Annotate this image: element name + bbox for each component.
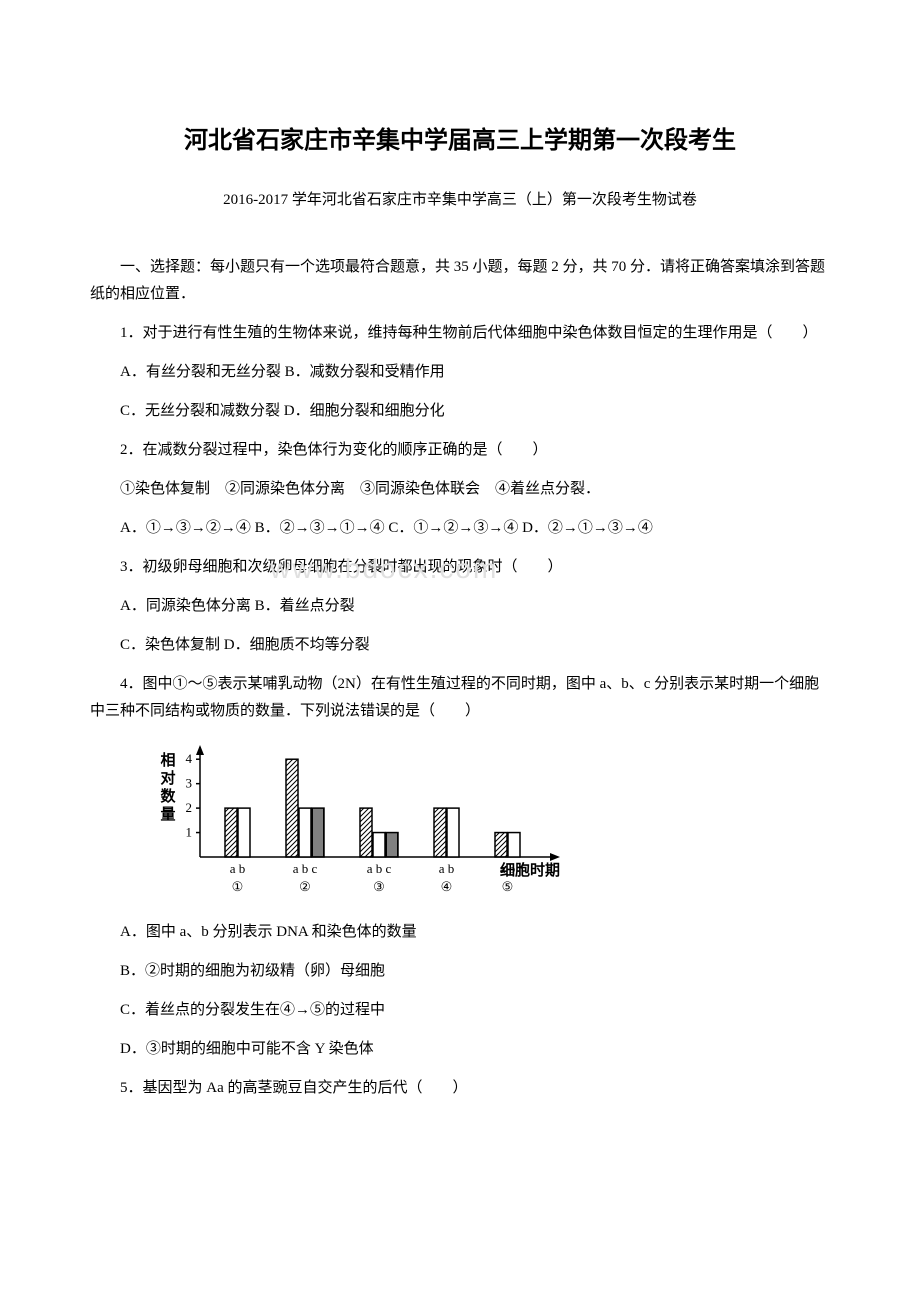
svg-text:③: ③ — [373, 879, 385, 894]
svg-text:⑤: ⑤ — [502, 879, 514, 894]
q4-chart: 1234相对数量a b①a b c②a b c③a b④a b⑤细胞时期 — [150, 737, 830, 907]
page-title: 河北省石家庄市辛集中学届高三上学期第一次段考生 — [90, 120, 830, 163]
q1-opts-cd: C．无丝分裂和减数分裂 D．细胞分裂和细胞分化 — [90, 398, 830, 425]
q2-text: 2．在减数分裂过程中，染色体行为变化的顺序正确的是（ ） — [90, 437, 830, 464]
q3-opts-cd: C．染色体复制 D．细胞质不均等分裂 — [90, 632, 830, 659]
svg-text:对: 对 — [160, 769, 175, 787]
q5-text: 5．基因型为 Aa 的高茎豌豆自交产生的后代（ ） — [90, 1075, 830, 1102]
q4-opt-b: B．②时期的细胞为初级精（卵）母细胞 — [90, 958, 830, 985]
q3-text: 3．初级卵母细胞和次级卵母细胞在分裂时都出现的现象时（ ） — [90, 554, 830, 581]
svg-text:4: 4 — [186, 751, 193, 766]
svg-text:a b c: a b c — [293, 861, 318, 876]
q2-items: ①染色体复制 ②同源染色体分离 ③同源染色体联会 ④着丝点分裂． — [90, 476, 830, 503]
subtitle: 2016-2017 学年河北省石家庄市辛集中学高三（上）第一次段考生物试卷 — [90, 187, 830, 214]
svg-text:a b: a b — [439, 861, 455, 876]
svg-text:a b: a b — [230, 861, 246, 876]
svg-text:2: 2 — [186, 800, 193, 815]
svg-text:①: ① — [232, 879, 244, 894]
svg-text:细胞时期: 细胞时期 — [500, 861, 560, 879]
svg-text:1: 1 — [186, 825, 193, 840]
q1-opts-ab: A．有丝分裂和无丝分裂 B．减数分裂和受精作用 — [90, 359, 830, 386]
q4-opt-d: D．③时期的细胞中可能不含 Y 染色体 — [90, 1036, 830, 1063]
svg-text:数: 数 — [160, 787, 176, 805]
svg-text:量: 量 — [160, 806, 175, 823]
svg-text:a b c: a b c — [367, 861, 392, 876]
q2-opts: A．①→③→②→④ B．②→③→①→④ C．①→②→③→④ D．②→①→③→④ — [90, 515, 830, 542]
svg-text:②: ② — [299, 879, 311, 894]
q4-text: 4．图中①～⑤表示某哺乳动物（2N）在有性生殖过程的不同时期，图中 a、b、c … — [90, 671, 830, 725]
svg-text:3: 3 — [186, 776, 193, 791]
section-header: 一、选择题：每小题只有一个选项最符合题意，共 35 小题，每题 2 分，共 70… — [90, 254, 830, 308]
chart-svg: 1234相对数量a b①a b c②a b c③a b④a b⑤细胞时期 — [150, 737, 570, 907]
q1-text: 1．对于进行有性生殖的生物体来说，维持每种生物前后代体细胞中染色体数目恒定的生理… — [90, 320, 830, 347]
q4-opt-c: C．着丝点的分裂发生在④→⑤的过程中 — [90, 997, 830, 1024]
q3-opts-ab: A．同源染色体分离 B．着丝点分裂 — [90, 593, 830, 620]
svg-text:④: ④ — [441, 879, 453, 894]
svg-text:相: 相 — [160, 751, 175, 769]
q4-opt-a: A．图中 a、b 分别表示 DNA 和染色体的数量 — [90, 919, 830, 946]
